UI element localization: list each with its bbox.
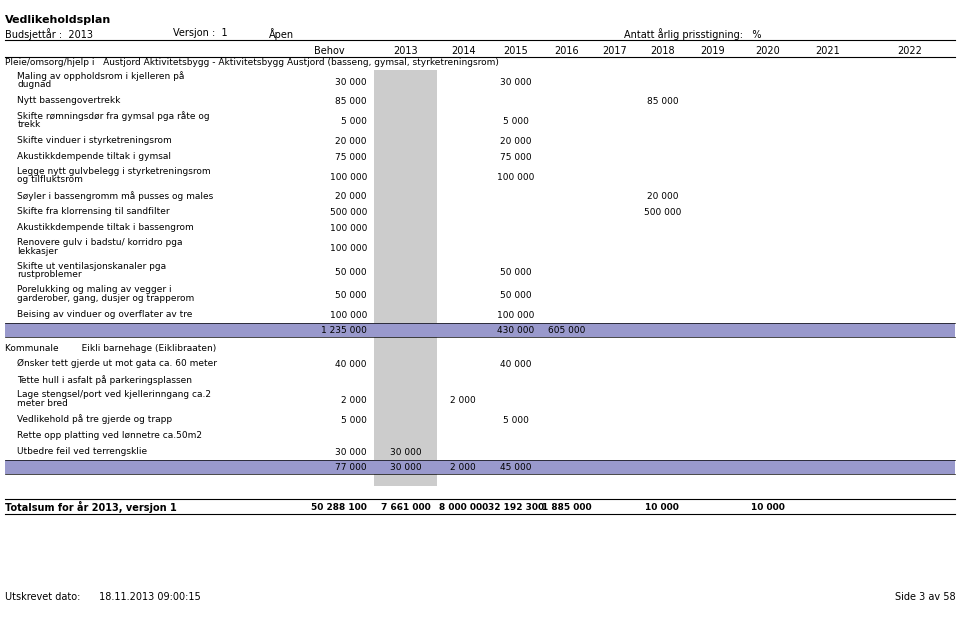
Text: Kommunale        Eikli barnehage (Eiklibraaten): Kommunale Eikli barnehage (Eiklibraaten)	[5, 344, 216, 354]
Text: Beising av vinduer og overflater av tre: Beising av vinduer og overflater av tre	[17, 310, 193, 319]
Text: 2022: 2022	[898, 46, 922, 56]
Text: 40 000: 40 000	[500, 360, 532, 369]
Text: 20 000: 20 000	[335, 137, 367, 146]
Text: Totalsum for år 2013, versjon 1: Totalsum for år 2013, versjon 1	[5, 501, 177, 513]
Text: 2 000: 2 000	[450, 463, 476, 471]
Text: Åpen: Åpen	[269, 28, 294, 39]
Text: Vedlikehold på tre gjerde og trapp: Vedlikehold på tre gjerde og trapp	[17, 415, 173, 424]
Text: 7 661 000: 7 661 000	[381, 503, 430, 512]
Text: 85 000: 85 000	[335, 97, 367, 106]
Text: 5 000: 5 000	[503, 416, 529, 424]
Text: Pleie/omsorg/hjelp i   Austjord Aktivitetsbygg - Aktivitetsbygg Austjord (bassen: Pleie/omsorg/hjelp i Austjord Aktivitets…	[5, 58, 498, 67]
Text: 20 000: 20 000	[500, 137, 532, 146]
Text: Søyler i bassengromm må pusses og males: Søyler i bassengromm må pusses og males	[17, 191, 213, 201]
Text: lekkasjer: lekkasjer	[17, 247, 58, 256]
Text: 32 192 300: 32 192 300	[488, 503, 544, 512]
Text: Rette opp platting ved lønnetre ca.50m2: Rette opp platting ved lønnetre ca.50m2	[17, 431, 203, 440]
Text: 50 000: 50 000	[335, 291, 367, 300]
Text: 50 000: 50 000	[500, 291, 532, 300]
Text: 30 000: 30 000	[335, 78, 367, 86]
Text: Antatt årlig prisstigning:   %: Antatt årlig prisstigning: %	[624, 28, 761, 39]
Text: 100 000: 100 000	[497, 173, 535, 181]
Text: 30 000: 30 000	[390, 463, 421, 471]
Text: Nytt bassengovertrekk: Nytt bassengovertrekk	[17, 96, 121, 106]
Text: 20 000: 20 000	[647, 193, 678, 201]
Text: 8 000 000: 8 000 000	[439, 503, 488, 512]
Text: meter bred: meter bred	[17, 399, 68, 408]
Text: 45 000: 45 000	[500, 463, 532, 471]
Text: 10 000: 10 000	[751, 503, 785, 512]
Bar	[374, 70, 437, 486]
Text: 500 000: 500 000	[644, 209, 681, 217]
Text: 50 000: 50 000	[335, 268, 367, 276]
Text: 2 000: 2 000	[450, 396, 476, 405]
Text: Side 3 av 58: Side 3 av 58	[895, 592, 955, 602]
Text: 2014: 2014	[451, 46, 475, 56]
Bar	[5, 460, 955, 474]
Text: Skifte ut ventilasjonskanaler pga: Skifte ut ventilasjonskanaler pga	[17, 262, 166, 271]
Text: trekk: trekk	[17, 120, 40, 129]
Text: 2017: 2017	[602, 46, 627, 56]
Text: Utbedre feil ved terrengsklie: Utbedre feil ved terrengsklie	[17, 447, 148, 456]
Text: 10 000: 10 000	[645, 503, 680, 512]
Text: Lage stengsel/port ved kjellerinngang ca.2: Lage stengsel/port ved kjellerinngang ca…	[17, 390, 211, 399]
Text: Vedlikeholdsplan: Vedlikeholdsplan	[5, 15, 111, 25]
Text: Skifte vinduer i styrketreningsrom: Skifte vinduer i styrketreningsrom	[17, 136, 172, 145]
Text: Porelukking og maling av vegger i: Porelukking og maling av vegger i	[17, 285, 172, 294]
Text: 2015: 2015	[504, 46, 528, 56]
Text: 605 000: 605 000	[548, 326, 585, 334]
Text: 2018: 2018	[650, 46, 675, 56]
Text: Ønsker tett gjerde ut mot gata ca. 60 meter: Ønsker tett gjerde ut mot gata ca. 60 me…	[17, 359, 217, 368]
Text: Skifte rømningsdør fra gymsal pga råte og: Skifte rømningsdør fra gymsal pga råte o…	[17, 111, 210, 121]
Text: 2019: 2019	[701, 46, 725, 56]
Text: 30 000: 30 000	[335, 448, 367, 457]
Text: 20 000: 20 000	[335, 193, 367, 201]
Text: rustproblemer: rustproblemer	[17, 270, 82, 280]
Text: 85 000: 85 000	[647, 97, 678, 106]
Text: 50 000: 50 000	[500, 268, 532, 276]
Text: 2020: 2020	[756, 46, 780, 56]
Text: 40 000: 40 000	[335, 360, 367, 369]
Text: Akustikkdempende tiltak i bassengrom: Akustikkdempende tiltak i bassengrom	[17, 223, 194, 233]
Text: garderober, gang, dusjer og trapperom: garderober, gang, dusjer og trapperom	[17, 294, 195, 303]
Text: Akustikkdempende tiltak i gymsal: Akustikkdempende tiltak i gymsal	[17, 152, 171, 161]
Text: 430 000: 430 000	[497, 326, 535, 334]
Text: 75 000: 75 000	[500, 153, 532, 162]
Text: 30 000: 30 000	[500, 78, 532, 86]
Text: og tilfluktsrom: og tilfluktsrom	[17, 175, 84, 184]
Text: Renovere gulv i badstu/ korridro pga: Renovere gulv i badstu/ korridro pga	[17, 238, 182, 247]
Text: Budsjettår :  2013: Budsjettår : 2013	[5, 28, 93, 39]
Text: 1 235 000: 1 235 000	[321, 326, 367, 334]
Text: 100 000: 100 000	[329, 244, 367, 253]
Text: Maling av oppholdsrom i kjelleren på: Maling av oppholdsrom i kjelleren på	[17, 72, 184, 81]
Text: 2013: 2013	[394, 46, 418, 56]
Text: Legge nytt gulvbelegg i styrketreningsrom: Legge nytt gulvbelegg i styrketreningsro…	[17, 167, 211, 176]
Text: Tette hull i asfalt på parkeringsplassen: Tette hull i asfalt på parkeringsplassen	[17, 375, 192, 385]
Bar	[5, 323, 955, 337]
Text: 50 288 100: 50 288 100	[311, 503, 367, 512]
Text: 100 000: 100 000	[329, 173, 367, 181]
Text: 75 000: 75 000	[335, 153, 367, 162]
Text: 5 000: 5 000	[341, 117, 367, 126]
Text: 500 000: 500 000	[329, 209, 367, 217]
Text: 1 885 000: 1 885 000	[541, 503, 591, 512]
Text: 100 000: 100 000	[497, 311, 535, 320]
Text: 2 000: 2 000	[341, 396, 367, 405]
Text: Behov: Behov	[314, 46, 345, 56]
Text: Versjon :  1: Versjon : 1	[173, 28, 228, 38]
Text: Skifte fra klorrensing til sandfilter: Skifte fra klorrensing til sandfilter	[17, 207, 170, 217]
Text: dugnad: dugnad	[17, 80, 52, 89]
Text: 30 000: 30 000	[390, 448, 421, 457]
Text: 2021: 2021	[816, 46, 840, 56]
Text: 100 000: 100 000	[329, 311, 367, 320]
Text: 77 000: 77 000	[335, 463, 367, 471]
Text: 5 000: 5 000	[341, 416, 367, 424]
Text: 2016: 2016	[554, 46, 579, 56]
Text: Utskrevet dato:      18.11.2013 09:00:15: Utskrevet dato: 18.11.2013 09:00:15	[5, 592, 201, 602]
Text: 100 000: 100 000	[329, 225, 367, 233]
Text: 5 000: 5 000	[503, 117, 529, 126]
